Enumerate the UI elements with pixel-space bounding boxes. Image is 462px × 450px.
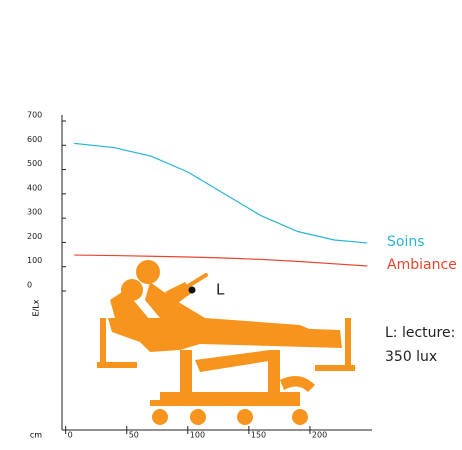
- note: 350 lux: [385, 349, 437, 365]
- legend-label: Soins: [387, 234, 425, 250]
- y-tick-label: 400: [27, 183, 42, 192]
- y-tick-label: 100: [27, 256, 42, 265]
- bed-illustration: [97, 260, 355, 425]
- y-axis-label: E/Lx: [32, 299, 41, 316]
- y-tick-label: 300: [27, 208, 42, 217]
- line: [74, 254, 368, 267]
- y-tick-label: 700: [27, 111, 42, 120]
- x-tick-label: 100: [190, 431, 205, 440]
- reading-point: [188, 286, 196, 294]
- note: L: lecture:: [385, 325, 455, 341]
- point-label: L: [216, 281, 225, 299]
- y-tick-label: 0: [27, 281, 32, 290]
- x-tick-label: 50: [129, 431, 139, 440]
- x-tick-label: 150: [251, 431, 266, 440]
- line: [74, 142, 368, 244]
- x-tick-label: 0: [68, 431, 73, 440]
- y-tick-label: 600: [27, 135, 42, 144]
- legend-label: Ambiance: [387, 257, 457, 273]
- x-axis-label: cm: [30, 431, 42, 440]
- y-tick-label: 200: [27, 232, 42, 241]
- y-tick-label: 500: [27, 159, 42, 168]
- x-tick-label: 200: [312, 431, 327, 440]
